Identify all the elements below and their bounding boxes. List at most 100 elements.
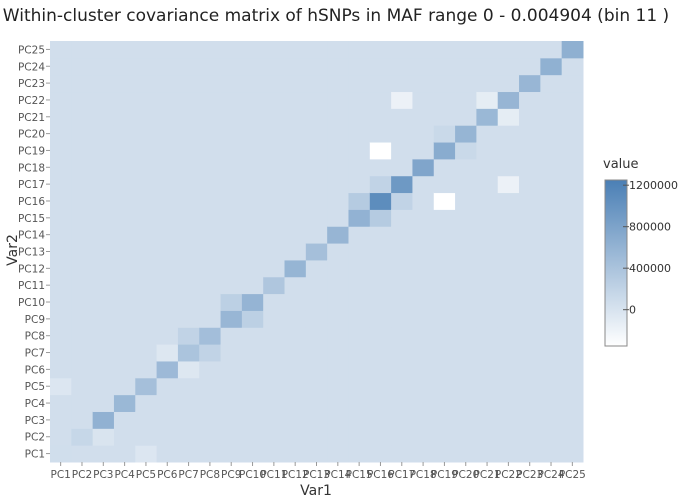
heatmap-cell-PC9-PC14: [220, 226, 243, 244]
heatmap-cell-PC7-PC24: [177, 57, 200, 76]
heatmap-cell-PC7-PC7: [177, 344, 200, 362]
heatmap-cell-PC3-PC3: [92, 411, 115, 429]
heatmap-cell-PC5-PC25: [135, 41, 158, 59]
heatmap-cell-PC23-PC24: [519, 57, 541, 76]
heatmap-cell-PC3-PC22: [92, 91, 115, 109]
y-tick-label: PC16: [18, 196, 45, 208]
heatmap-cell-PC11-PC2: [263, 428, 286, 446]
heatmap-cell-PC2-PC1: [71, 445, 94, 463]
heatmap-cell-PC21-PC24: [476, 57, 499, 76]
heatmap-cell-PC16-PC25: [369, 41, 392, 59]
heatmap-cell-PC23-PC5: [519, 377, 541, 396]
heatmap-cell-PC22-PC1: [497, 445, 520, 463]
heatmap-cell-PC7-PC16: [177, 192, 200, 210]
heatmap-cell-PC16-PC14: [369, 226, 392, 244]
heatmap-cell-PC16-PC22: [369, 91, 392, 109]
x-tick-label: PC19: [431, 469, 458, 481]
heatmap-cell-PC24-PC2: [540, 428, 563, 446]
heatmap-cell-PC25-PC13: [561, 243, 584, 261]
heatmap-cell-PC7-PC21: [177, 108, 200, 126]
heatmap-cell-PC10-PC19: [241, 142, 264, 160]
heatmap-cell-PC22-PC6: [497, 360, 520, 379]
y-tick-label: PC5: [25, 381, 45, 393]
heatmap-cell-PC25-PC25: [561, 41, 584, 59]
heatmap-cell-PC25-PC14: [561, 226, 584, 244]
heatmap-cell-PC21-PC10: [476, 293, 499, 311]
heatmap-cell-PC24-PC22: [540, 91, 563, 109]
heatmap-cell-PC19-PC18: [433, 158, 456, 177]
heatmap-cell-PC20-PC1: [455, 445, 477, 463]
heatmap-cell-PC12-PC24: [284, 57, 307, 76]
heatmap-cell-PC9-PC24: [220, 57, 243, 76]
heatmap-cell-PC9-PC13: [220, 243, 243, 261]
y-tick-label: PC1: [25, 449, 45, 461]
heatmap-cell-PC14-PC9: [327, 310, 349, 328]
heatmap-cell-PC20-PC25: [455, 41, 477, 59]
x-tick-label: PC21: [474, 469, 501, 481]
heatmap-cell-PC19-PC23: [433, 74, 456, 93]
heatmap-cell-PC2-PC14: [71, 226, 94, 244]
heatmap-cell-PC13-PC21: [305, 108, 328, 126]
heatmap-cell-PC13-PC2: [305, 428, 328, 446]
heatmap-cell-PC8-PC15: [199, 209, 222, 227]
heatmap-cell-PC4-PC8: [113, 327, 136, 345]
heatmap-cell-PC7-PC1: [177, 445, 200, 463]
heatmap-cell-PC2-PC21: [71, 108, 94, 126]
heatmap-cell-PC3-PC25: [92, 41, 115, 59]
heatmap-cell-PC17-PC4: [391, 394, 413, 412]
heatmap-cell-PC21-PC6: [476, 360, 499, 379]
heatmap-cell-PC6-PC24: [156, 57, 179, 76]
heatmap-cell-PC20-PC21: [455, 108, 477, 126]
x-tick-label: PC24: [538, 469, 565, 481]
heatmap-cell-PC12-PC3: [284, 411, 307, 429]
heatmap-cell-PC24-PC11: [540, 276, 563, 295]
heatmap-cell-PC20-PC9: [455, 310, 477, 328]
heatmap-cell-PC7-PC23: [177, 74, 200, 93]
heatmap-cell-PC3-PC15: [92, 209, 115, 227]
heatmap-cell-PC24-PC23: [540, 74, 563, 93]
heatmap-cell-PC2-PC24: [71, 57, 94, 76]
legend-tick-label: 400000: [629, 262, 671, 275]
heatmap-cell-PC15-PC15: [348, 209, 371, 227]
x-tick-label: PC16: [367, 469, 394, 481]
heatmap-cell-PC24-PC3: [540, 411, 563, 429]
heatmap-cell-PC15-PC14: [348, 226, 371, 244]
heatmap-cell-PC8-PC16: [199, 192, 222, 210]
heatmap-cell-PC12-PC25: [284, 41, 307, 59]
x-tick-label: PC5: [136, 469, 156, 481]
heatmap-cell-PC14-PC16: [327, 192, 349, 210]
heatmap-cell-PC10-PC14: [241, 226, 264, 244]
heatmap-cell-PC5-PC11: [135, 276, 158, 295]
heatmap-cell-PC8-PC17: [199, 175, 222, 194]
heatmap-cell-PC18-PC13: [412, 243, 435, 261]
heatmap-cell-PC5-PC14: [135, 226, 158, 244]
heatmap-cell-PC12-PC17: [284, 175, 307, 194]
heatmap-cell-PC20-PC4: [455, 394, 477, 412]
heatmap-cell-PC10-PC6: [241, 360, 264, 379]
heatmap-cell-PC6-PC19: [156, 142, 179, 160]
heatmap-cell-PC7-PC15: [177, 209, 200, 227]
heatmap-cell-PC6-PC6: [156, 360, 179, 379]
x-tick-label: PC23: [516, 469, 543, 481]
heatmap-cell-PC4-PC6: [113, 360, 136, 379]
heatmap-cell-PC20-PC16: [455, 192, 477, 210]
heatmap-cell-PC5-PC9: [135, 310, 158, 328]
heatmap-cell-PC16-PC18: [369, 158, 392, 177]
heatmap-cell-PC16-PC21: [369, 108, 392, 126]
heatmap-cell-PC13-PC1: [305, 445, 328, 463]
heatmap-cell-PC21-PC18: [476, 158, 499, 177]
y-tick-label: PC4: [25, 398, 46, 410]
heatmap-cell-PC15-PC12: [348, 259, 371, 278]
heatmap-cell-PC17-PC12: [391, 259, 413, 278]
heatmap-cell-PC11-PC22: [263, 91, 286, 109]
heatmap-cell-PC23-PC11: [519, 276, 541, 295]
heatmap-cell-PC4-PC9: [113, 310, 136, 328]
heatmap-cell-PC19-PC20: [433, 125, 456, 143]
heatmap-cell-PC11-PC3: [263, 411, 286, 429]
heatmap-cell-PC19-PC3: [433, 411, 456, 429]
x-tick-label: PC6: [157, 469, 178, 481]
heatmap-cell-PC13-PC10: [305, 293, 328, 311]
heatmap-cell-PC18-PC20: [412, 125, 435, 143]
heatmap-cell-PC17-PC18: [391, 158, 413, 177]
heatmap-cell-PC24-PC16: [540, 192, 563, 210]
